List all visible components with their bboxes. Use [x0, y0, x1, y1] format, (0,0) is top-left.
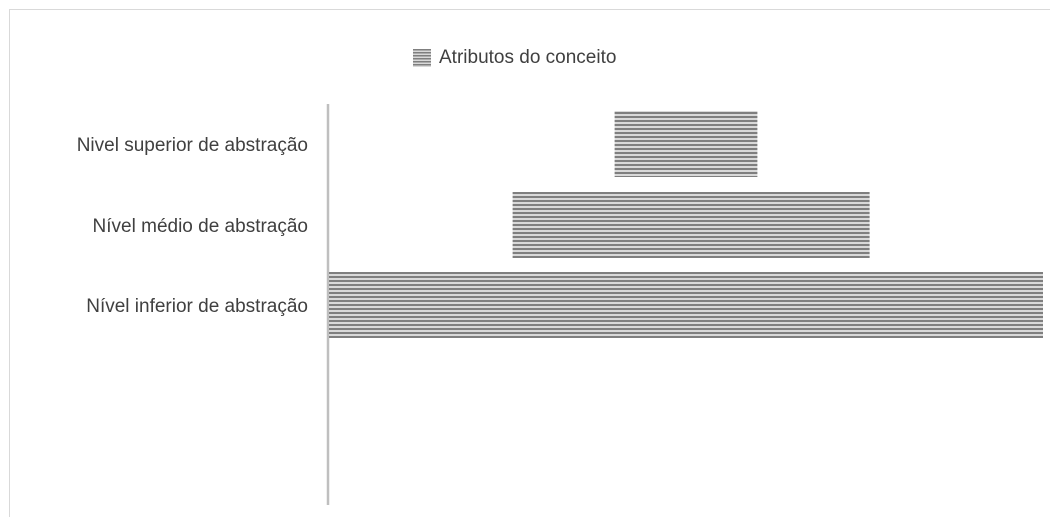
legend: Atributos do conceito	[413, 47, 616, 69]
bar	[512, 192, 870, 258]
category-label: Nível médio de abstração	[93, 216, 308, 237]
category-label: Nível inferior de abstração	[86, 296, 308, 317]
bar	[329, 272, 1043, 338]
legend-swatch	[413, 49, 431, 67]
bar	[614, 111, 758, 177]
chart-frame	[9, 9, 1050, 517]
legend-label: Atributos do conceito	[439, 47, 617, 68]
category-label: Nivel superior de abstração	[77, 135, 308, 156]
